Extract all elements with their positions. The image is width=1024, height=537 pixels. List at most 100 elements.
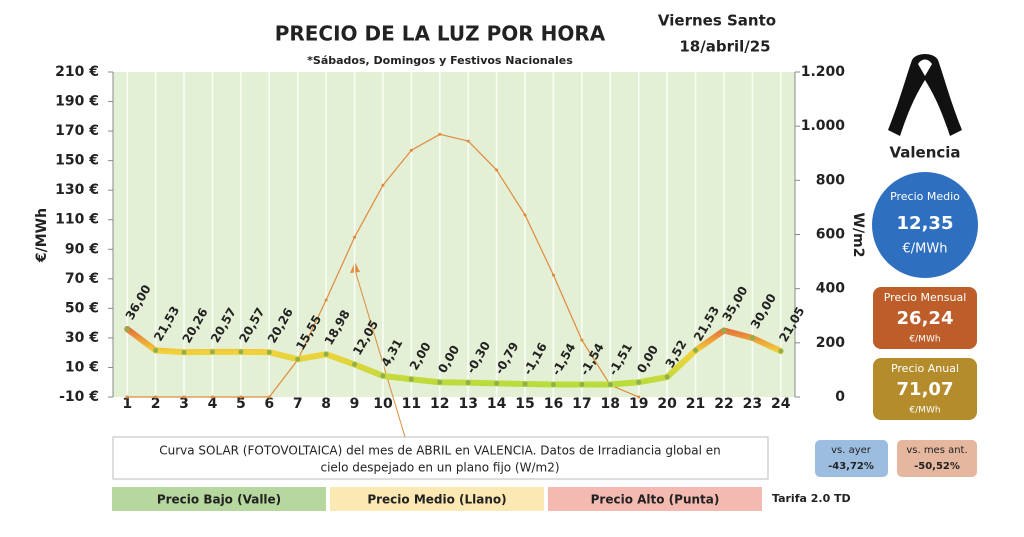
price-point xyxy=(153,347,159,353)
y2-tick-label: 200 xyxy=(816,335,845,351)
day: Viernes Santo xyxy=(658,12,776,30)
ayer-value: -43,72% xyxy=(828,461,874,472)
x-tick-label: 14 xyxy=(487,396,507,412)
ayer-label: vs. ayer xyxy=(831,445,872,456)
x-tick-label: 18 xyxy=(601,396,620,412)
x-tick-label: 20 xyxy=(657,396,677,412)
price-point xyxy=(323,351,329,357)
ayer-box xyxy=(815,440,888,477)
solar-point xyxy=(637,395,641,399)
x-tick-label: 2 xyxy=(151,396,161,412)
mes-label: vs. mes ant. xyxy=(906,445,967,456)
y-tick-label: 90 € xyxy=(65,241,99,257)
price-point xyxy=(380,373,386,379)
price-point xyxy=(494,380,500,386)
solar-point xyxy=(381,183,385,187)
x-tick-label: 21 xyxy=(686,396,705,412)
anual-label: Precio Anual xyxy=(891,362,959,375)
price-point xyxy=(749,335,755,341)
legend-punta xyxy=(548,487,762,511)
mensual-box xyxy=(873,287,977,349)
y2-tick-label: 600 xyxy=(816,227,845,243)
solar-point xyxy=(409,148,413,152)
y-tick-label: 10 € xyxy=(65,359,99,375)
price-point xyxy=(607,381,613,387)
y-tick-label: 170 € xyxy=(55,123,99,139)
medio-circle xyxy=(872,172,978,278)
y-tick-label: 70 € xyxy=(65,271,99,287)
annotation-box xyxy=(112,436,769,480)
y-axis-label: €/MWh xyxy=(34,208,50,263)
solar-point xyxy=(551,273,555,277)
price-point xyxy=(408,376,414,382)
x-tick-label: 15 xyxy=(515,396,534,412)
anual-value: 71,07 xyxy=(897,379,954,400)
y2-tick-label: 1.200 xyxy=(801,64,846,80)
medio-value: 12,35 xyxy=(897,213,954,234)
y2-axis-label: W/m2 xyxy=(850,213,866,258)
legend-label: Precio Bajo (Valle) xyxy=(157,493,281,507)
x-tick-label: 6 xyxy=(264,396,274,412)
price-point xyxy=(209,349,215,355)
y-tick-label: 150 € xyxy=(55,153,99,169)
y-tick-label: 190 € xyxy=(55,94,99,110)
mensual-value: 26,24 xyxy=(897,308,954,329)
price-point xyxy=(522,381,528,387)
annotation: cielo despejado en un plano fijo (W/m2) xyxy=(320,461,559,475)
legend-label: Precio Alto (Punta) xyxy=(591,493,720,507)
price-point xyxy=(579,382,585,388)
annotation: Curva SOLAR (FOTOVOLTAICA) del mes de AB… xyxy=(159,444,721,458)
x-tick-label: 11 xyxy=(402,396,421,412)
y-tick-label: -10 € xyxy=(59,389,99,405)
solar-point xyxy=(154,395,158,399)
solar-point xyxy=(324,298,328,302)
price-line xyxy=(124,326,784,388)
y2-tick-label: 800 xyxy=(816,172,845,188)
solar-point xyxy=(495,168,499,172)
date: 18/abril/25 xyxy=(679,38,770,56)
solar-point xyxy=(267,395,271,399)
anual-box xyxy=(873,358,977,420)
x-tick-label: 9 xyxy=(350,396,360,412)
x-tick-label: 7 xyxy=(293,396,303,412)
solar-point xyxy=(466,139,470,143)
y-tick-label: 50 € xyxy=(65,300,99,316)
x-tick-label: 3 xyxy=(179,396,189,412)
ribbon xyxy=(888,54,962,136)
x-tick-label: 24 xyxy=(771,396,791,412)
x-tick-label: 4 xyxy=(208,396,218,412)
price-point xyxy=(124,326,130,332)
x-tick-label: 8 xyxy=(321,396,331,412)
y-tick-label: 130 € xyxy=(55,182,99,198)
x-tick-label: 16 xyxy=(544,396,563,412)
plot-area xyxy=(113,72,795,397)
y2-tick-label: 0 xyxy=(835,389,845,405)
x-tick-label: 12 xyxy=(430,396,449,412)
medio-label: Precio Medio xyxy=(890,190,960,203)
price-point xyxy=(778,348,784,354)
price-point xyxy=(238,349,244,355)
legend-llano xyxy=(330,487,544,511)
solar-point xyxy=(210,395,214,399)
x-tick-label: 22 xyxy=(714,396,733,412)
subtitle: *Sábados, Domingos y Festivos Nacionales xyxy=(307,54,573,67)
legend-label: Precio Medio (Llano) xyxy=(367,493,506,507)
x-tick-label: 5 xyxy=(236,396,246,412)
y2-tick-label: 400 xyxy=(816,281,845,297)
city: Valencia xyxy=(889,144,960,162)
y2-tick-label: 1.000 xyxy=(801,118,846,134)
x-tick-label: 13 xyxy=(458,396,477,412)
mensual-label: Precio Mensual xyxy=(884,291,967,304)
price-point xyxy=(636,379,642,385)
solar-point xyxy=(353,235,357,239)
solar-point xyxy=(438,132,442,136)
price-point xyxy=(664,374,670,380)
price-point xyxy=(721,328,727,334)
price-point xyxy=(550,382,556,388)
price-point xyxy=(352,361,358,367)
solar-point xyxy=(523,213,527,217)
price-point xyxy=(693,347,699,353)
anual-unit: €/MWh xyxy=(909,406,940,416)
price-point xyxy=(181,349,187,355)
